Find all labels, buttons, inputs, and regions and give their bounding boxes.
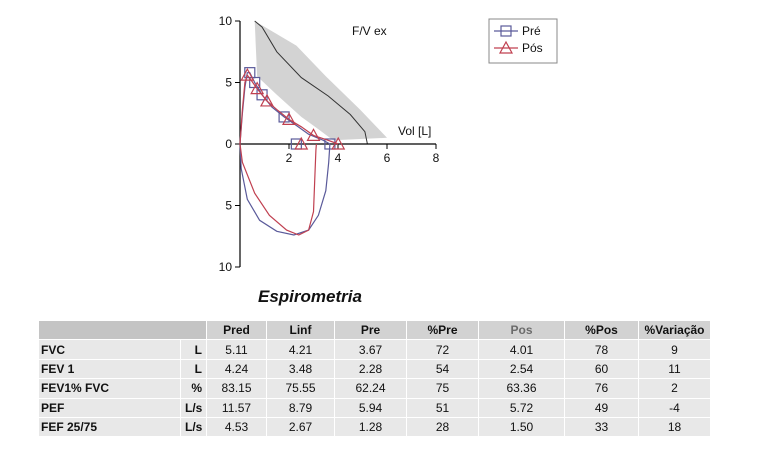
table-cell: 63.36 <box>478 378 565 399</box>
table-cell: 83.15 <box>206 378 267 399</box>
table-cell: 3.48 <box>266 358 335 380</box>
table-cell: 72 <box>406 339 479 360</box>
legend-pos-marker <box>498 40 514 54</box>
predicted-band <box>254 21 387 141</box>
table-cell: 4.01 <box>478 339 565 360</box>
table-row: FEF 25/75 L/s 4.53 2.67 1.28 28 1.50 33 18 <box>38 416 711 438</box>
report-title: Espirometria <box>258 287 362 306</box>
x-tick-label: 2 <box>286 151 293 165</box>
table-cell: 62.24 <box>334 378 407 399</box>
table-cell: 28 <box>406 416 479 438</box>
table-cell: 75 <box>406 378 479 399</box>
legend-pre-marker <box>500 25 512 37</box>
table-cell: 8.79 <box>266 397 335 418</box>
x-tick-label: 4 <box>335 151 342 165</box>
predicted-curve <box>254 20 368 145</box>
y-tick-label: 10 <box>219 260 233 274</box>
header-pos: Pos <box>478 319 565 341</box>
table-cell: 5.11 <box>206 339 267 360</box>
header-pre: Pre <box>334 319 407 341</box>
table-row: FEV1% FVC% 83.15 75.55 62.24 75 63.36 76 2 <box>38 378 711 399</box>
table-row: FEV 1 L 4.24 3.48 2.28 54 2.54 60 11 <box>38 358 711 380</box>
table-cell: 5.72 <box>478 397 565 418</box>
flow-volume-chart: 2 4 6 8 10 5 0 5 10 F/V ex Vol [L] Pré Pós <box>219 14 558 274</box>
row-unit: % <box>180 378 207 399</box>
series-pos-point <box>306 128 321 141</box>
legend-box <box>488 18 558 64</box>
y-tick-label: 10 <box>219 14 233 28</box>
table-cell: 11.57 <box>206 397 267 418</box>
header-blank <box>38 319 207 341</box>
table-header-row: Pred Linf Pre %Pre Pos %Pos %Variação <box>38 319 711 341</box>
series-layer <box>239 67 346 236</box>
series-pos-point <box>281 112 297 126</box>
row-parameter: FEV 1 <box>38 358 181 380</box>
table-cell: 49 <box>564 397 639 418</box>
table-cell: 78 <box>564 339 639 360</box>
row-parameter: FEV1% FVC <box>38 378 181 399</box>
table-cell: 76 <box>564 378 639 399</box>
chart-title: F/V ex <box>352 24 387 38</box>
x-tick-label: 8 <box>433 151 440 165</box>
header-linf: Linf <box>266 319 335 341</box>
axes-layer: 2 4 6 8 10 5 0 5 10 <box>219 14 440 274</box>
predicted-band-layer <box>254 20 387 145</box>
series-pre-inspiratory-line <box>239 143 331 236</box>
table-row: FVC L 5.11 4.21 3.67 72 4.01 78 9 <box>38 339 711 360</box>
table-cell: 2.28 <box>334 358 407 380</box>
table-cell: 3.67 <box>334 339 407 360</box>
table-body: FVC L 5.11 4.21 3.67 72 4.01 78 9 FEV 1 L 4.24 3.48 2… <box>38 339 711 438</box>
table-cell: 4.24 <box>206 358 267 380</box>
header-pred: Pred <box>206 319 267 341</box>
series-pos-point <box>240 67 255 81</box>
row-parameter: FEF 25/75 <box>38 416 181 438</box>
row-unit: L <box>180 358 207 380</box>
series-pos-point <box>294 136 309 150</box>
table-cell: 4.53 <box>206 416 267 438</box>
table-cell: 1.50 <box>478 416 565 438</box>
table-cell: 51 <box>406 397 479 418</box>
table-cell: 4.21 <box>266 339 335 360</box>
table-cell: 9 <box>638 339 711 360</box>
header-pct-pos: %Pos <box>564 319 639 341</box>
series-pos-point <box>331 136 346 150</box>
y-tick-label: 5 <box>225 199 232 213</box>
spirometry-table: Pred Linf Pre %Pre Pos %Pos %Variação FV… <box>38 319 711 438</box>
row-unit: L/s <box>180 397 207 418</box>
legend-pre-label: Pré <box>522 24 541 38</box>
series-pos-inspiratory-line <box>239 143 317 236</box>
row-unit: L <box>180 339 207 360</box>
row-parameter: PEF <box>38 397 181 418</box>
table-cell: 2.67 <box>266 416 335 438</box>
y-tick-label: 5 <box>225 76 232 90</box>
table-cell: 33 <box>564 416 639 438</box>
header-pct-pre: %Pre <box>406 319 479 341</box>
table-cell: 5.94 <box>334 397 407 418</box>
table-cell: 18 <box>638 416 711 438</box>
table-cell: 2.54 <box>478 358 565 380</box>
table-cell: 75.55 <box>266 378 335 399</box>
header-pct-variacao: %Variação <box>638 319 711 341</box>
row-parameter: FVC <box>38 339 181 360</box>
x-axis-title: Vol [L] <box>398 124 431 138</box>
legend-pos-label: Pós <box>522 41 543 55</box>
series-pos-expiratory-line <box>239 73 339 145</box>
table-cell: 11 <box>638 358 711 380</box>
table-cell: 60 <box>564 358 639 380</box>
x-tick-label: 6 <box>384 151 391 165</box>
series-pos-point <box>250 81 265 95</box>
series-pos-point <box>259 93 274 107</box>
chart-legend: Pré Pós <box>488 18 558 64</box>
table-cell: 1.28 <box>334 416 407 438</box>
table-cell: 54 <box>406 358 479 380</box>
row-unit: L/s <box>180 416 207 438</box>
table-row: PEF L/s 11.57 8.79 5.94 51 5.72 49 -4 <box>38 397 711 418</box>
y-tick-label: 0 <box>225 137 232 151</box>
table-cell: 2 <box>638 378 711 399</box>
table-cell: -4 <box>638 397 711 418</box>
